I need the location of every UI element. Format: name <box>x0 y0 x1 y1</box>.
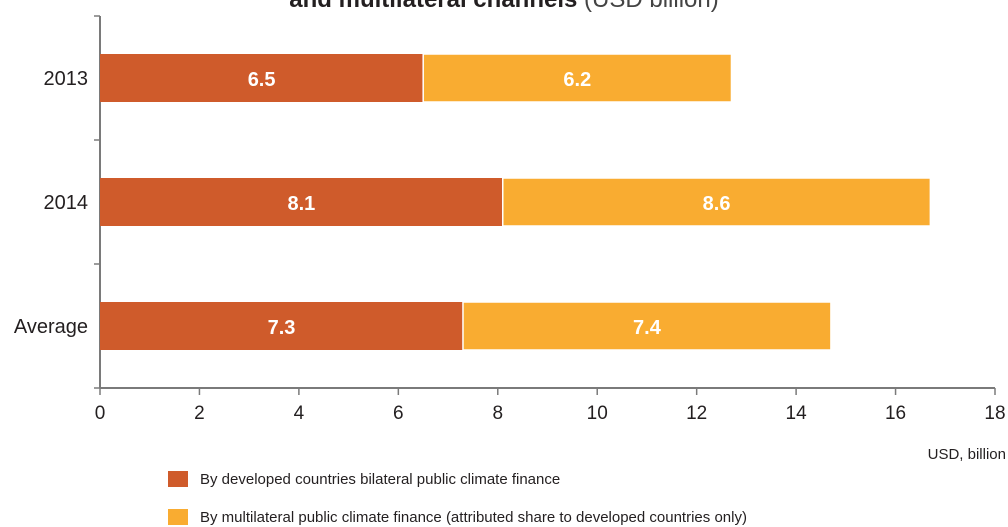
bar-0-series-0 <box>100 54 424 102</box>
legend-label-bilateral: By developed countries bilateral public … <box>200 470 561 488</box>
bar-chart: 0 2 4 6 8 10 12 14 16 18 2013 6.5 6.2 2014 8.1 8.6 Avera… <box>14 15 1006 424</box>
bar-2-series-1 <box>462 301 832 351</box>
bar-value-label-0-series-0: 6.5 <box>248 69 276 91</box>
legend-swatch-multilateral <box>168 509 188 525</box>
bar-1-series-1 <box>502 177 932 227</box>
x-tick-label-12: 12 <box>686 403 707 424</box>
legend-item-multilateral: By multilateral public climate finance (… <box>168 507 747 527</box>
chart-title-unit: (USD billion) <box>584 0 719 13</box>
legend-item-bilateral: By developed countries bilateral public … <box>168 469 560 489</box>
axis-unit-label: USD, billion <box>927 446 1006 463</box>
bar-2-series-0 <box>100 302 463 350</box>
x-tick-label-14: 14 <box>786 403 808 424</box>
x-tick-label-16: 16 <box>885 403 906 424</box>
x-tick-label-4: 4 <box>294 403 305 424</box>
x-tick-label-18: 18 <box>984 403 1005 424</box>
chart-title-bold: and multilateral channels <box>289 0 577 13</box>
bar-value-label-2-series-0: 7.3 <box>268 317 296 339</box>
legend-swatch-bilateral <box>168 471 188 487</box>
bar-value-label-0-series-1: 6.2 <box>563 69 591 91</box>
x-tick-label-10: 10 <box>587 403 608 424</box>
bar-value-label-2-series-1: 7.4 <box>633 317 662 339</box>
bar-0-series-1 <box>422 53 733 103</box>
x-tick-label-0: 0 <box>95 403 106 424</box>
x-tick-label-2: 2 <box>194 403 205 424</box>
bar-value-label-1-series-0: 8.1 <box>287 193 315 215</box>
category-label-2: Average <box>14 316 88 338</box>
bar-value-label-1-series-1: 8.6 <box>703 193 731 215</box>
x-tick-label-6: 6 <box>393 403 404 424</box>
chart-title: and multilateral channels (USD billion) <box>0 0 1008 14</box>
bar-1-series-0 <box>100 178 503 226</box>
legend-label-multilateral: By multilateral public climate finance (… <box>200 508 747 526</box>
x-tick-label-8: 8 <box>492 403 503 424</box>
category-label-0: 2013 <box>44 68 89 90</box>
category-label-1: 2014 <box>44 192 89 214</box>
